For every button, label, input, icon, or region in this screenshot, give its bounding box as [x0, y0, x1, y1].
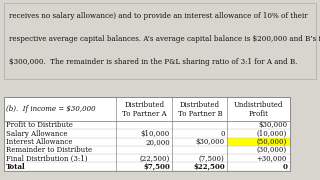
Text: Remainder to Distribute: Remainder to Distribute: [6, 146, 92, 154]
Text: (10,000): (10,000): [257, 130, 287, 138]
Text: Profit to Distribute: Profit to Distribute: [6, 121, 73, 129]
Text: $300,000.  The remainder is shared in the P&L sharing ratio of 3:1 for A and B.: $300,000. The remainder is shared in the…: [9, 58, 297, 66]
Text: Interest Allowance: Interest Allowance: [6, 138, 73, 146]
Text: $10,000: $10,000: [141, 130, 170, 138]
Text: 20,000: 20,000: [145, 138, 170, 146]
Text: Salary Allowance: Salary Allowance: [6, 130, 68, 138]
Text: 0: 0: [282, 163, 287, 171]
Text: Final Distribution (3:1): Final Distribution (3:1): [6, 154, 88, 162]
Text: receives no salary allowance) and to provide an interest allowance of 10% of the: receives no salary allowance) and to pro…: [9, 12, 307, 20]
Text: Distributed
To Partner B: Distributed To Partner B: [178, 101, 222, 118]
Text: $7,500: $7,500: [143, 163, 170, 171]
Text: respective average capital balances. A’s average capital balance is $200,000 and: respective average capital balances. A’s…: [9, 35, 320, 43]
Text: Distributed
To Partner A: Distributed To Partner A: [122, 101, 167, 118]
Text: (30,000): (30,000): [257, 146, 287, 154]
Text: (7,500): (7,500): [199, 154, 225, 162]
Text: $30,000: $30,000: [196, 138, 225, 146]
Text: (b).  If income = $30,000: (b). If income = $30,000: [6, 105, 96, 113]
Text: Undistributed
Profit: Undistributed Profit: [234, 101, 283, 118]
Bar: [227, 138, 290, 146]
Text: 0: 0: [220, 130, 225, 138]
Text: $30,000: $30,000: [258, 121, 287, 129]
Text: (50,000): (50,000): [257, 138, 287, 146]
Text: (22,500): (22,500): [140, 154, 170, 162]
Text: $22,500: $22,500: [193, 163, 225, 171]
Text: +30,000: +30,000: [257, 154, 287, 162]
Text: Total: Total: [6, 163, 26, 171]
